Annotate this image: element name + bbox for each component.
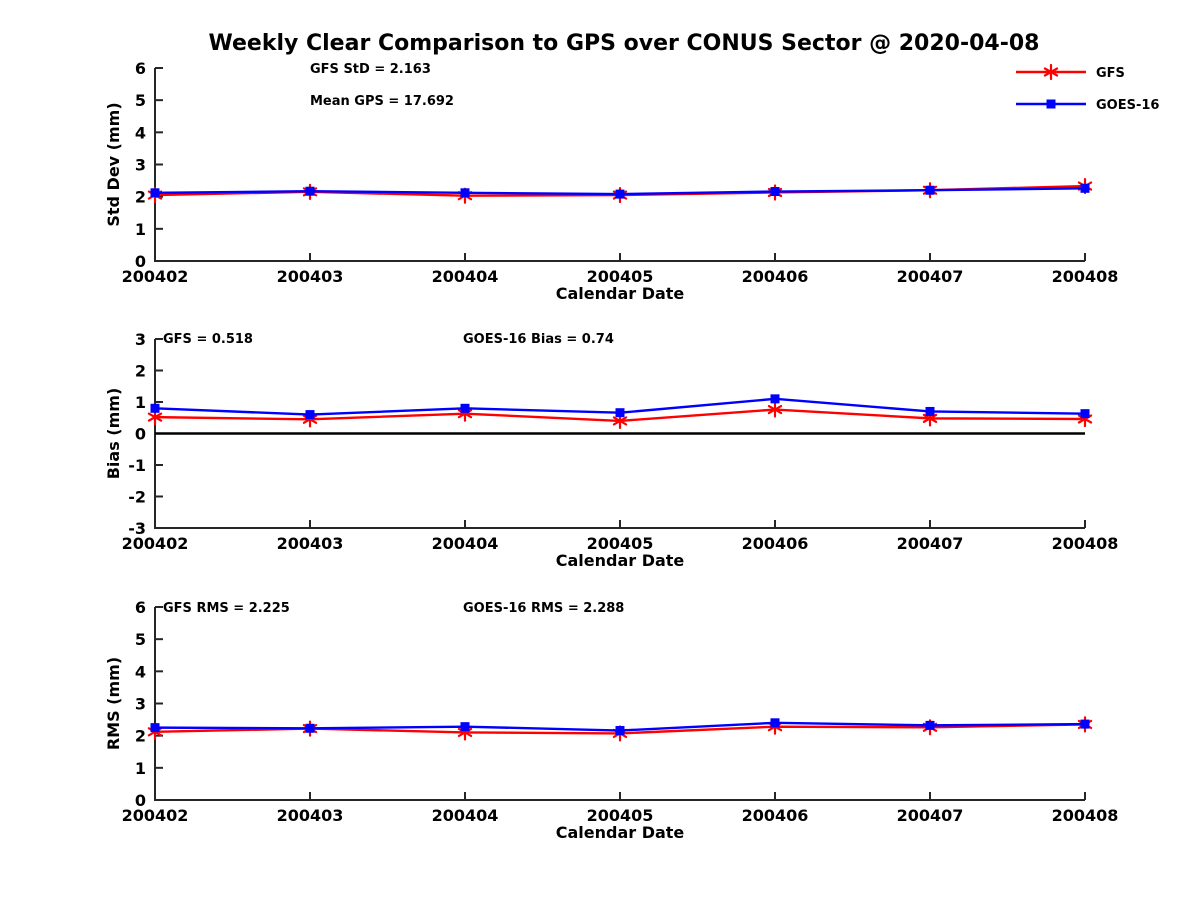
y-tick-label: 6	[135, 59, 146, 78]
x-tick-label: 200407	[897, 267, 964, 286]
data-point-marker	[615, 408, 625, 418]
data-point-marker	[925, 185, 935, 195]
data-point-marker	[150, 188, 160, 198]
y-axis-label: Std Dev (mm)	[104, 102, 123, 226]
y-tick-label: 6	[135, 598, 146, 617]
y-tick-label: 2	[135, 188, 146, 207]
star-spoke	[767, 404, 783, 415]
legend-label: GOES-16	[1096, 98, 1159, 113]
star-spoke	[147, 412, 163, 422]
annotation-1: GFS = 0.518	[163, 332, 253, 347]
y-tick-label: -2	[128, 488, 146, 507]
x-tick-label: 200408	[1052, 806, 1119, 825]
x-tick-label: 200405	[587, 806, 654, 825]
y-axis-label: RMS (mm)	[104, 657, 123, 750]
y-tick-label: 1	[135, 393, 146, 412]
x-tick-label: 200402	[122, 806, 189, 825]
panel-rms: 0 1 2 3 4 5 6 200402 200403 200404 200405 200406 200…	[104, 598, 1118, 842]
x-tick-label: 200408	[1052, 267, 1119, 286]
x-tick-label: 200408	[1052, 534, 1119, 553]
data-point-marker	[305, 410, 315, 420]
y-tick-label: 3	[135, 156, 146, 175]
data-point-marker	[150, 723, 160, 733]
y-tick-label: 5	[135, 91, 146, 110]
data-point-marker	[1080, 719, 1090, 729]
y-tick-label: 2	[135, 727, 146, 746]
legend-marker	[1043, 63, 1059, 81]
x-axis-label: Calendar Date	[556, 823, 685, 842]
data-point-marker	[150, 403, 160, 413]
x-tick-label: 200407	[897, 534, 964, 553]
legend: GFS GOES-16	[1016, 63, 1159, 113]
y-tick-label: 1	[135, 220, 146, 239]
x-tick-label: 200403	[277, 267, 344, 286]
figure-title: Weekly Clear Comparison to GPS over CONU…	[208, 31, 1040, 56]
x-axis-label: Calendar Date	[556, 284, 685, 303]
series-goes-16	[150, 183, 1090, 199]
data-point-marker	[925, 720, 935, 730]
panel-bias: -3 -2 -1 0 1 2 3 200402 200403 200404 200405 200406…	[104, 330, 1118, 570]
data-point-marker	[767, 401, 783, 418]
legend-item-goes-16: GOES-16	[1016, 98, 1159, 113]
x-tick-label: 200407	[897, 806, 964, 825]
series-goes-16	[150, 394, 1090, 420]
y-tick-label: 4	[135, 662, 146, 681]
data-point-marker	[460, 722, 470, 732]
y-tick-label: 0	[135, 791, 146, 810]
annotation-1: GFS StD = 2.163	[310, 62, 431, 77]
x-tick-label: 200404	[432, 534, 499, 553]
legend-item-gfs: GFS	[1016, 63, 1125, 81]
x-axis-label: Calendar Date	[556, 551, 685, 570]
x-tick-label: 200406	[742, 267, 809, 286]
legend-label: GFS	[1096, 66, 1125, 81]
data-point-marker	[925, 406, 935, 416]
star-spoke	[612, 416, 628, 426]
x-tick-label: 200404	[432, 267, 499, 286]
data-point-marker	[770, 718, 780, 728]
x-tick-label: 200402	[122, 267, 189, 286]
annotation-1: GFS RMS = 2.225	[163, 601, 290, 616]
star-spoke	[1043, 67, 1059, 77]
data-point-marker	[460, 188, 470, 198]
data-point-marker	[615, 726, 625, 736]
data-point-marker	[305, 723, 315, 733]
series-goes-16	[150, 718, 1090, 736]
annotation-2: Mean GPS = 17.692	[310, 94, 454, 109]
x-tick-label: 200405	[587, 534, 654, 553]
x-tick-label: 200406	[742, 534, 809, 553]
annotation-2: GOES-16 RMS = 2.288	[463, 601, 624, 616]
annotation-2: GOES-16 Bias = 0.74	[463, 332, 614, 347]
data-point-marker	[770, 187, 780, 197]
x-tick-label: 200404	[432, 806, 499, 825]
panel-std-dev: 0 1 2 3 4 5 6 200402 200403 200404 200405 200406 200…	[104, 59, 1118, 303]
data-point-marker	[305, 186, 315, 196]
y-tick-label: 3	[135, 695, 146, 714]
x-tick-label: 200403	[277, 806, 344, 825]
y-tick-label: 3	[135, 330, 146, 349]
data-point-marker	[770, 394, 780, 404]
y-tick-label: 1	[135, 759, 146, 778]
y-tick-label: 5	[135, 630, 146, 649]
x-tick-label: 200406	[742, 806, 809, 825]
y-axis-label: Bias (mm)	[104, 388, 123, 480]
x-tick-label: 200402	[122, 534, 189, 553]
y-tick-label: 0	[135, 425, 146, 444]
data-point-marker	[615, 189, 625, 199]
star-spoke	[922, 413, 938, 423]
y-tick-label: 0	[135, 252, 146, 271]
y-tick-label: 4	[135, 123, 146, 142]
y-tick-label: -3	[128, 519, 146, 538]
data-point-marker	[1080, 183, 1090, 193]
axis-spines	[154, 68, 1085, 262]
data-point-marker	[1080, 409, 1090, 419]
legend-marker	[1046, 99, 1056, 109]
axis-spines	[154, 607, 1085, 801]
x-tick-label: 200403	[277, 534, 344, 553]
x-tick-label: 200405	[587, 267, 654, 286]
data-point-marker	[460, 403, 470, 413]
y-tick-label: -1	[128, 456, 146, 475]
y-tick-label: 2	[135, 362, 146, 381]
